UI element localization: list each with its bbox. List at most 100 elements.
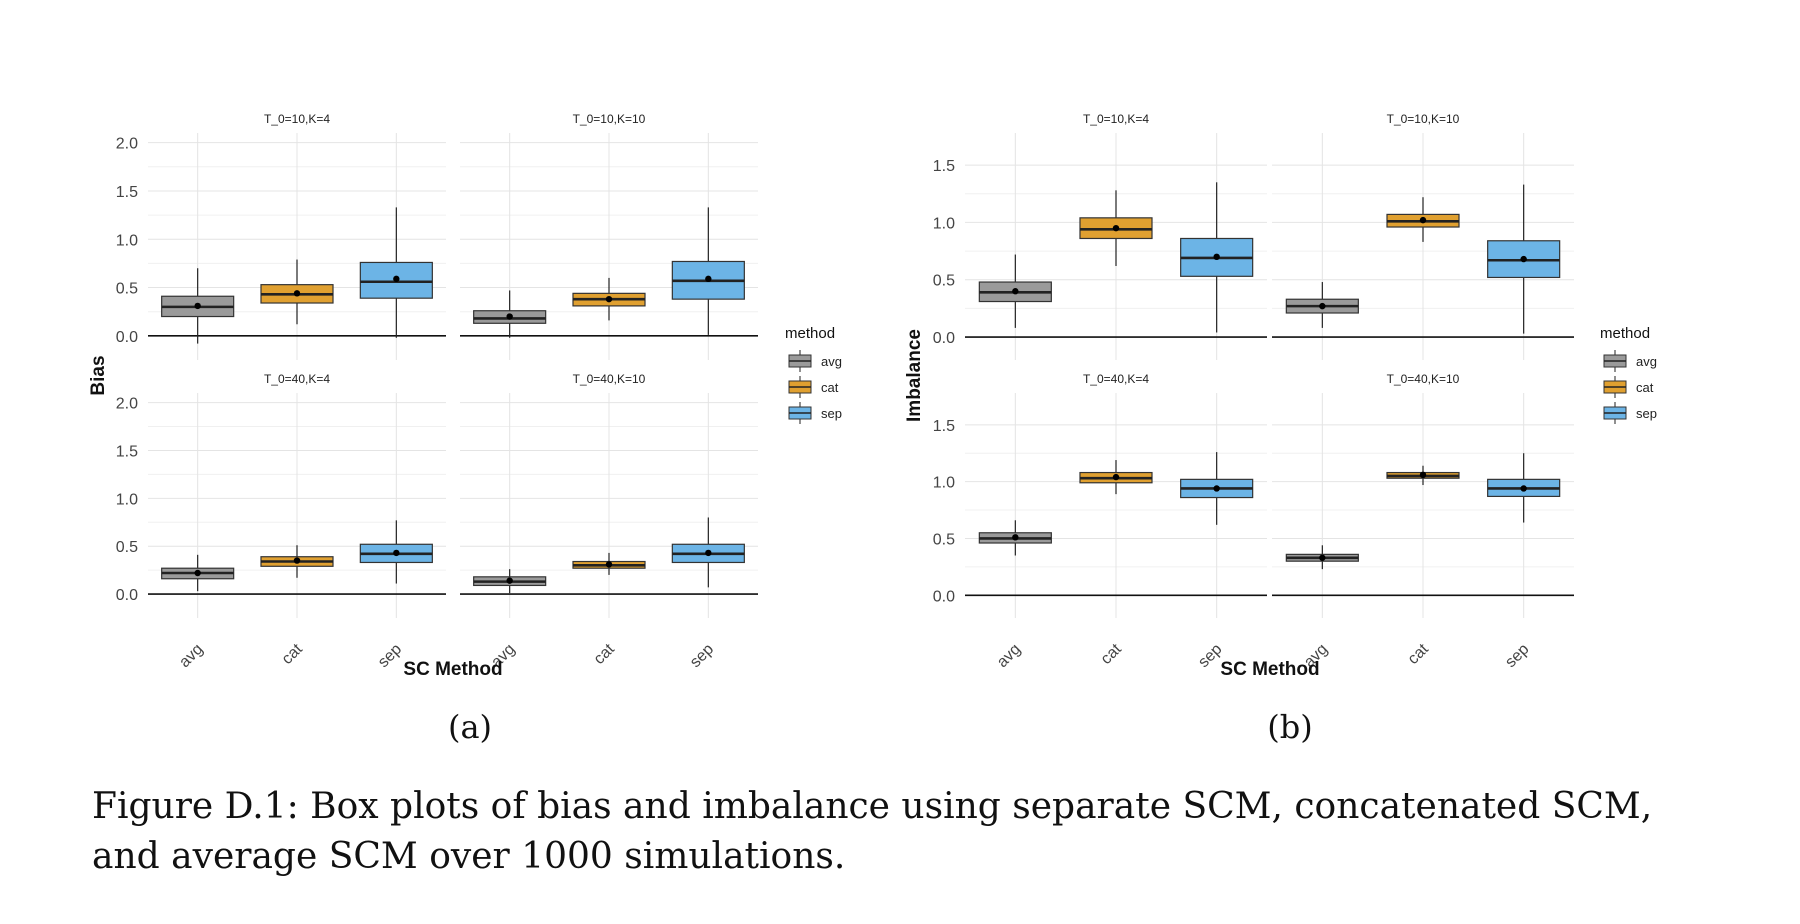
legend-key-sep: sep	[788, 402, 842, 424]
legend-label: cat	[1636, 380, 1654, 395]
mean-point	[1112, 224, 1120, 232]
y-tick-label: 0.0	[116, 329, 138, 346]
x-tick-label: avg	[176, 641, 206, 671]
box-avg	[978, 520, 1052, 556]
box-sep	[359, 520, 433, 584]
legend-key-cat: cat	[788, 376, 839, 398]
panel: T_0=10,K=4 0.0 0.5 1.0 1.5 2.0	[116, 112, 446, 360]
y-axis-title: Bias	[88, 355, 109, 395]
legend-title: method	[1600, 325, 1650, 342]
box-cat	[260, 545, 334, 578]
mean-point	[605, 295, 613, 303]
subfigure-label: (a)	[448, 708, 492, 746]
mean-point	[1319, 302, 1326, 310]
y-axis-title: Imbalance	[904, 329, 925, 422]
panel-title: T_0=10,K=4	[1083, 112, 1149, 126]
x-tick-label: sep	[375, 641, 405, 671]
legend-title: method	[785, 325, 835, 342]
y-tick-label: 1.0	[116, 491, 138, 508]
y-tick-label: 0.0	[933, 330, 955, 347]
legend-key-cat: cat	[1603, 376, 1654, 398]
box-avg	[473, 569, 547, 594]
figure-svg: T_0=10,K=4 0.0 0.5 1.0 1.5 2.0 T_0=10,K=10 T_0=…	[88, 112, 1657, 746]
box-avg	[978, 254, 1052, 328]
subfigure-label: (b)	[1267, 708, 1312, 746]
mean-point	[1012, 288, 1019, 295]
x-tick-label: sep	[687, 641, 717, 671]
panel: T_0=40,K=4 0.0 0.5 1.0 1.5 2.0 avg cat sep	[116, 372, 446, 671]
mean-point	[1419, 216, 1427, 224]
panel-title: T_0=10,K=4	[264, 112, 330, 126]
legend-label: sep	[1636, 406, 1657, 421]
figure-caption: Figure D.1: Box plots of bias and imbala…	[92, 786, 1653, 877]
x-tick-label: sep	[1502, 641, 1532, 671]
box-avg	[473, 290, 547, 338]
mean-point	[1213, 485, 1220, 492]
y-tick-label: 1.0	[933, 215, 955, 232]
x-tick-label: cat	[591, 640, 619, 668]
mean-point	[1213, 253, 1220, 261]
y-tick-label: 2.0	[116, 136, 138, 153]
box-avg	[1285, 545, 1359, 570]
x-tick-label: cat	[1098, 640, 1126, 668]
box-cat	[572, 552, 646, 575]
box-avg	[161, 268, 235, 344]
y-tick-label: 1.5	[116, 443, 138, 460]
x-tick-label: cat	[1405, 640, 1433, 668]
box-cat	[1386, 197, 1460, 242]
mean-point	[506, 577, 513, 584]
mean-point	[1112, 473, 1120, 481]
panel-title: T_0=10,K=10	[1387, 112, 1460, 126]
mean-point	[194, 569, 201, 577]
legend-label: avg	[821, 354, 842, 369]
panel: T_0=10,K=10	[460, 112, 758, 360]
box-cat	[1079, 460, 1153, 495]
box-sep	[1180, 182, 1254, 333]
y-tick-label: 1.5	[933, 418, 955, 435]
mean-point	[393, 275, 400, 283]
x-tick-label: avg	[994, 641, 1024, 671]
box-cat	[1079, 190, 1153, 266]
legend-label: avg	[1636, 354, 1657, 369]
panel: T_0=10,K=10	[1272, 112, 1574, 360]
y-tick-label: 1.5	[116, 184, 138, 201]
y-tick-label: 0.5	[116, 539, 138, 556]
legend: method avg cat sep	[785, 325, 842, 424]
panel-title: T_0=40,K=10	[573, 372, 646, 386]
legend: method avg cat sep	[1600, 325, 1657, 424]
mean-point	[1520, 485, 1527, 492]
legend-label: cat	[821, 380, 839, 395]
mean-point	[194, 302, 201, 310]
panel-title: T_0=40,K=10	[1387, 372, 1460, 386]
box-sep	[1487, 184, 1561, 334]
y-tick-label: 0.5	[116, 281, 138, 298]
box-sep	[1487, 453, 1561, 523]
mean-point	[705, 275, 712, 283]
legend-key-avg: avg	[788, 350, 842, 372]
panel-title: T_0=10,K=10	[573, 112, 646, 126]
y-tick-label: 1.0	[116, 232, 138, 249]
mean-point	[506, 313, 513, 320]
box-cat	[260, 259, 334, 325]
legend-label: sep	[821, 406, 842, 421]
legend-key-sep: sep	[1603, 402, 1657, 424]
x-axis-title: SC Method	[403, 659, 502, 680]
box-sep	[671, 517, 745, 588]
y-tick-label: 2.0	[116, 396, 138, 413]
panel-title: T_0=40,K=4	[264, 372, 330, 386]
mean-point	[1012, 534, 1019, 541]
y-tick-label: 0.0	[116, 587, 138, 604]
legend-key-avg: avg	[1603, 350, 1657, 372]
mean-point	[1520, 255, 1527, 263]
y-tick-label: 1.5	[933, 158, 955, 175]
mean-point	[293, 290, 301, 297]
mean-point	[705, 549, 712, 557]
mean-point	[1319, 554, 1326, 561]
y-tick-label: 0.0	[933, 588, 955, 605]
chart-a: T_0=10,K=4 0.0 0.5 1.0 1.5 2.0 T_0=10,K=10 T_0=…	[88, 112, 842, 746]
box-cat	[1386, 465, 1460, 486]
box-avg	[161, 554, 235, 592]
